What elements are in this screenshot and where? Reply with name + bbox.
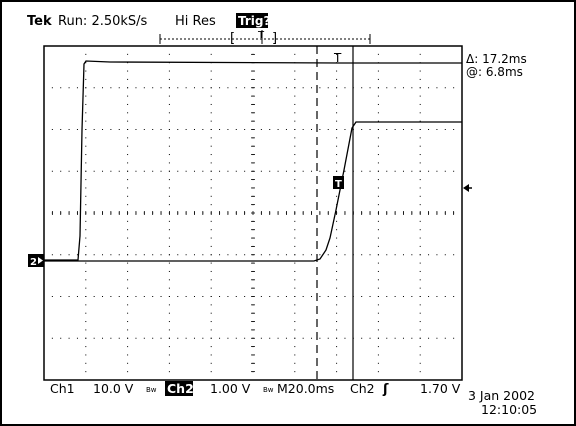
ch2-ground-arrow-icon [38, 257, 43, 264]
ch1-label: Ch1 [50, 381, 75, 396]
trigger-status-badge [236, 13, 268, 28]
graticule [43, 45, 463, 381]
acquisition-mode: Hi Res [175, 14, 216, 29]
trigger-point-label: T [335, 179, 342, 190]
ch2-waveform [44, 121, 462, 262]
trigger-level-readout: 1.70 V [420, 381, 461, 396]
ch1-bandwidth-limit-icon: Bw [146, 386, 157, 394]
trigger-source: Ch2 [350, 381, 375, 396]
date-readout: 3 Jan 2002 [468, 388, 535, 403]
brand-label: Tek [27, 14, 52, 29]
time-readout: 12:10:05 [481, 402, 537, 417]
cursor-delta-readout: Δ: 17.2ms [466, 52, 527, 66]
ch2-scale: 1.00 V [210, 381, 251, 396]
grid-center-ticks [43, 45, 463, 381]
trigger-point-marker [333, 176, 344, 189]
trigger-status: Trig? [238, 14, 270, 28]
ch2-label: Ch2 [167, 381, 194, 396]
ch2-label-badge [165, 381, 193, 396]
timebase-readout: M20.0ms [277, 381, 334, 396]
ch1-scale: 10.0 V [93, 381, 134, 396]
svg-text:T: T [257, 30, 265, 41]
ch1-waveform [44, 60, 462, 261]
svg-text:]: ] [272, 31, 277, 46]
trigger-slope-icon: ʃ [382, 382, 389, 397]
trigger-level-arrow-icon[interactable] [463, 184, 469, 192]
ch2-bandwidth-limit-icon: Bw [263, 386, 274, 394]
trigger-position-top-label: T [333, 51, 342, 65]
ch2-ground-label: 2 [30, 257, 37, 268]
cursor-position-readout: @: 6.8ms [466, 65, 523, 79]
record-view-bar: [ ] T [159, 30, 371, 46]
svg-text:[: [ [230, 31, 235, 46]
ch2-ground-marker[interactable] [28, 254, 44, 267]
grid-dots [43, 45, 463, 381]
run-status: Run: 2.50kS/s [58, 14, 148, 29]
